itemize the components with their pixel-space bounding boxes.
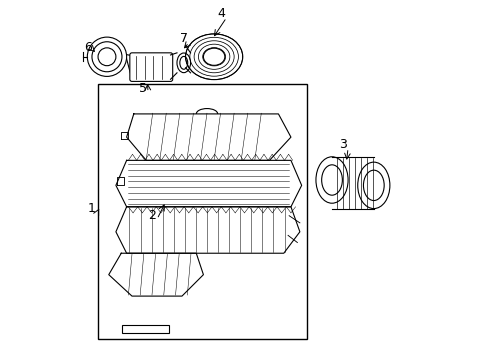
Text: 7: 7 <box>180 32 187 45</box>
Text: 6: 6 <box>84 41 92 54</box>
Text: 1: 1 <box>88 202 96 215</box>
Bar <box>122 325 168 333</box>
Polygon shape <box>116 207 299 253</box>
Bar <box>98 84 306 339</box>
Polygon shape <box>108 253 203 296</box>
Text: 3: 3 <box>338 138 346 151</box>
Text: 5: 5 <box>139 82 146 95</box>
Text: 4: 4 <box>217 8 225 21</box>
Polygon shape <box>126 114 290 160</box>
Polygon shape <box>116 160 301 207</box>
FancyBboxPatch shape <box>130 53 172 81</box>
Text: 2: 2 <box>147 209 155 222</box>
